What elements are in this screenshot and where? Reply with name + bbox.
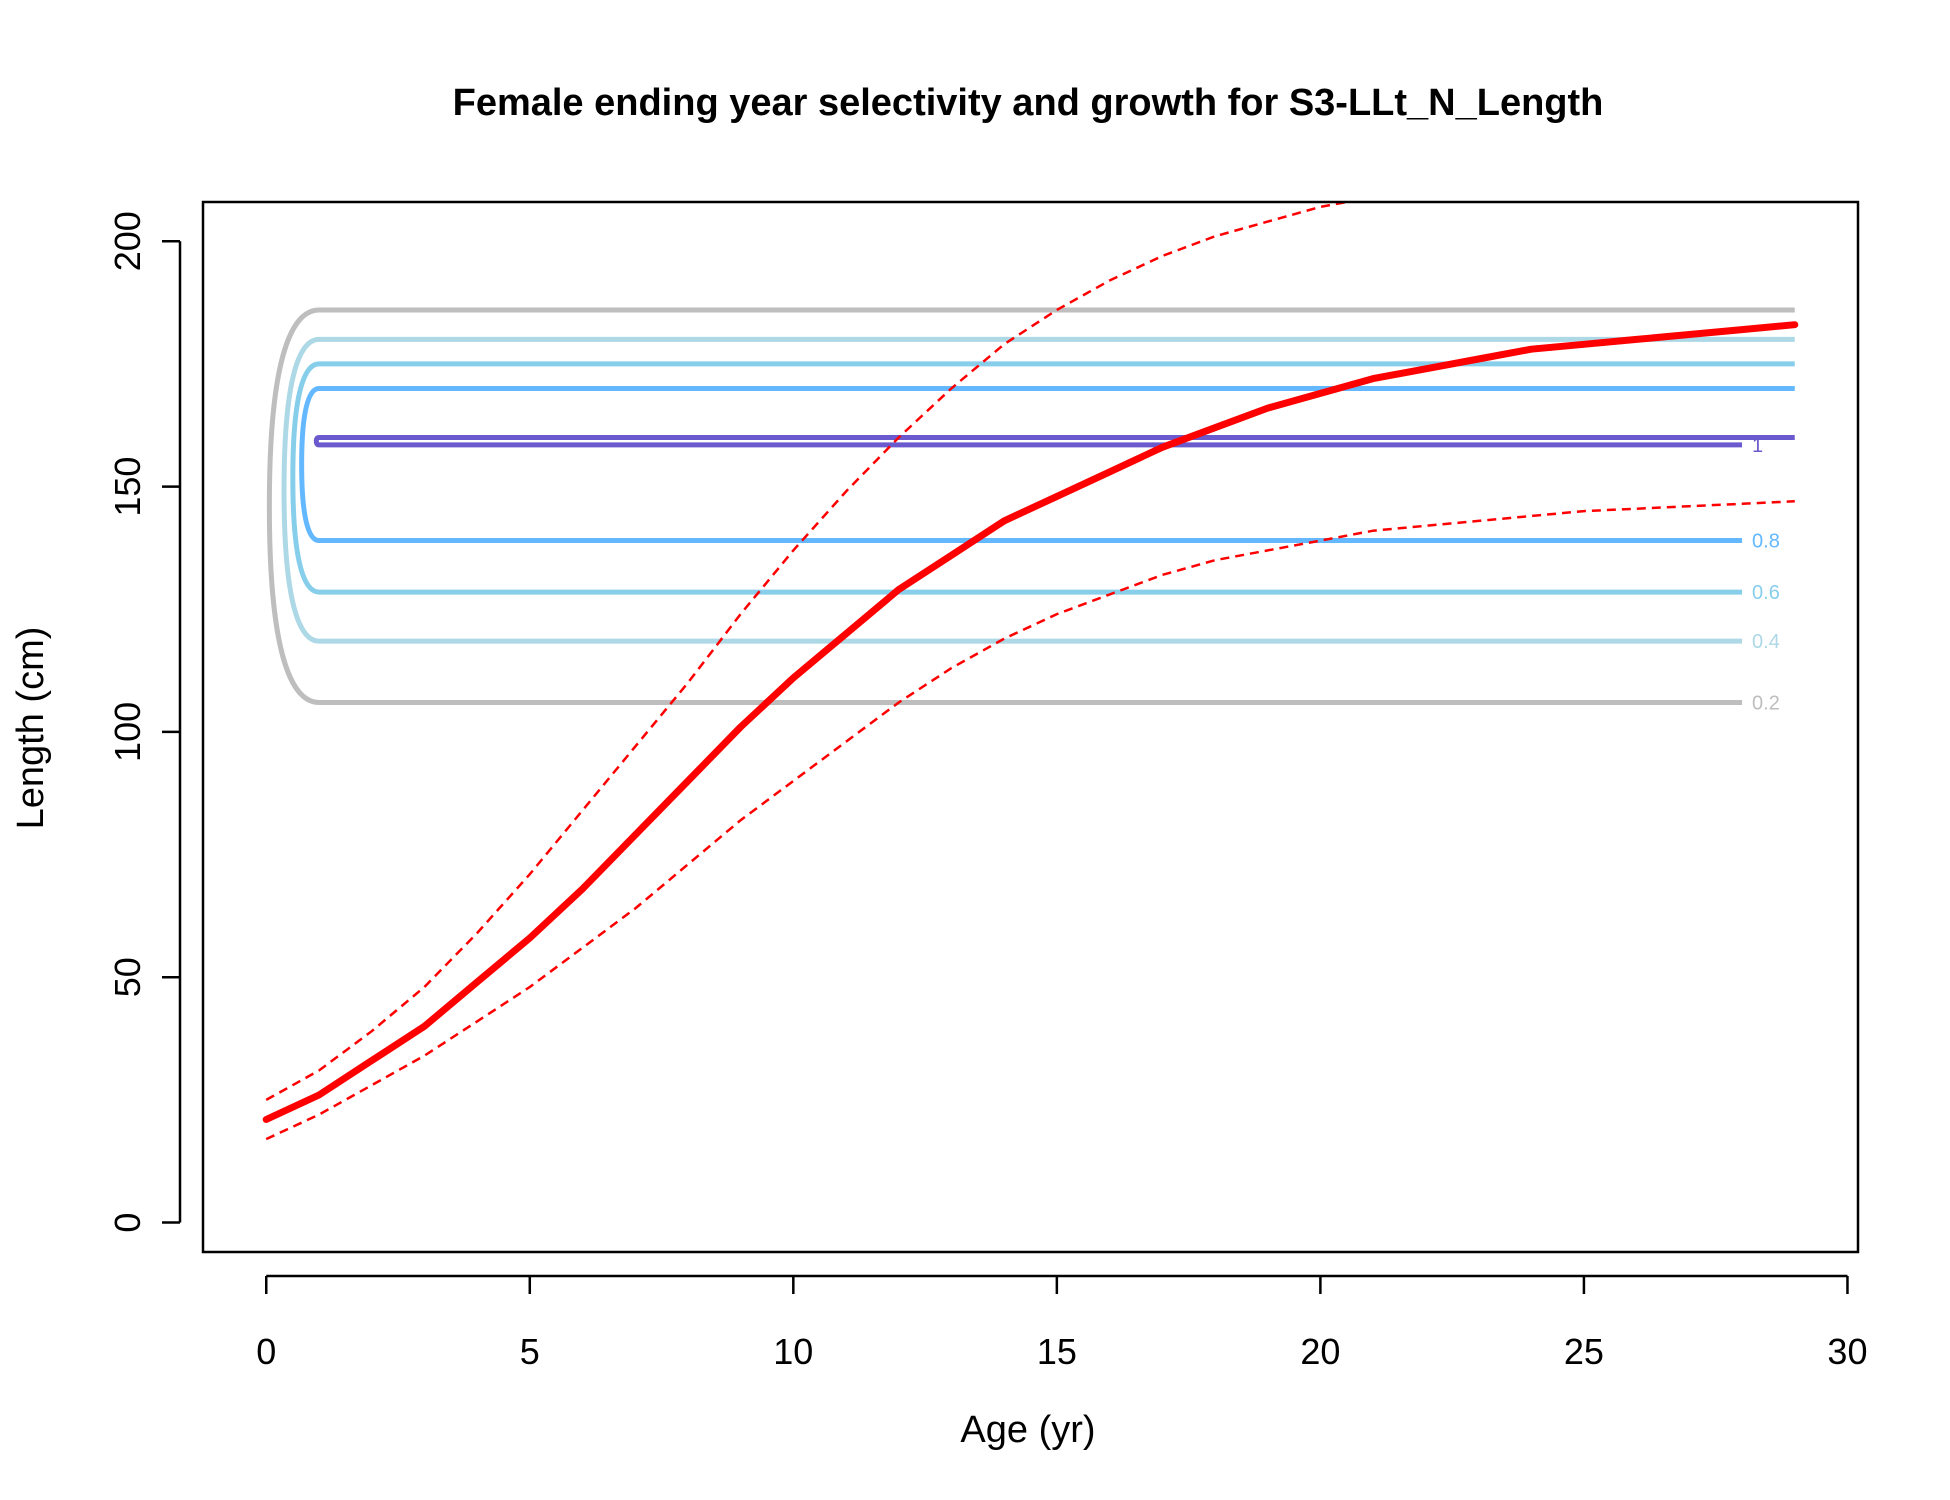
plot-frame [201, 200, 1860, 1254]
y-tick-label: 200 [107, 211, 148, 271]
growth-curves [262, 202, 1799, 1141]
contour-label-0-6: 0.6 [1752, 582, 1780, 604]
x-axis: 0 5 10 15 20 25 30 [256, 1274, 1867, 1372]
selectivity-contour-0-2 [266, 307, 1795, 705]
y-tick-label: 50 [107, 957, 148, 997]
contour-label-1: 1 [1752, 435, 1763, 457]
growth-lower-ci-line [265, 500, 1795, 1141]
y-tick-label: 0 [107, 1213, 148, 1233]
contour-label-0-8: 0.8 [1752, 531, 1780, 553]
selectivity-contour-1 [313, 435, 1795, 448]
x-tick-label: 5 [520, 1331, 540, 1372]
x-tick-label: 15 [1037, 1331, 1077, 1372]
x-tick-label: 25 [1564, 1331, 1604, 1372]
x-tick-label: 0 [256, 1331, 276, 1372]
y-tick-label: 150 [107, 457, 148, 517]
y-axis: 0 50 100 150 200 [107, 211, 182, 1233]
x-tick-label: 10 [773, 1331, 813, 1372]
growth-mean-line [262, 321, 1799, 1123]
selectivity-contour-0-4 [281, 336, 1795, 644]
growth-upper-ci-line [265, 202, 1354, 1101]
x-tick-label: 30 [1827, 1331, 1867, 1372]
selectivity-contour-0-8 [299, 385, 1795, 544]
y-axis-label: Length (cm) [10, 627, 52, 830]
chart-title: Female ending year selectivity and growt… [453, 82, 1604, 124]
x-axis-label: Age (yr) [960, 1409, 1095, 1451]
y-tick-label: 100 [107, 702, 148, 762]
contour-label-0-2: 0.2 [1752, 692, 1780, 714]
contour-label-0-4: 0.4 [1752, 631, 1780, 653]
selectivity-contours: 0.2 0.4 0.6 0.8 1 [266, 307, 1795, 714]
x-tick-label: 20 [1300, 1331, 1340, 1372]
selectivity-contour-0-6 [290, 361, 1795, 595]
